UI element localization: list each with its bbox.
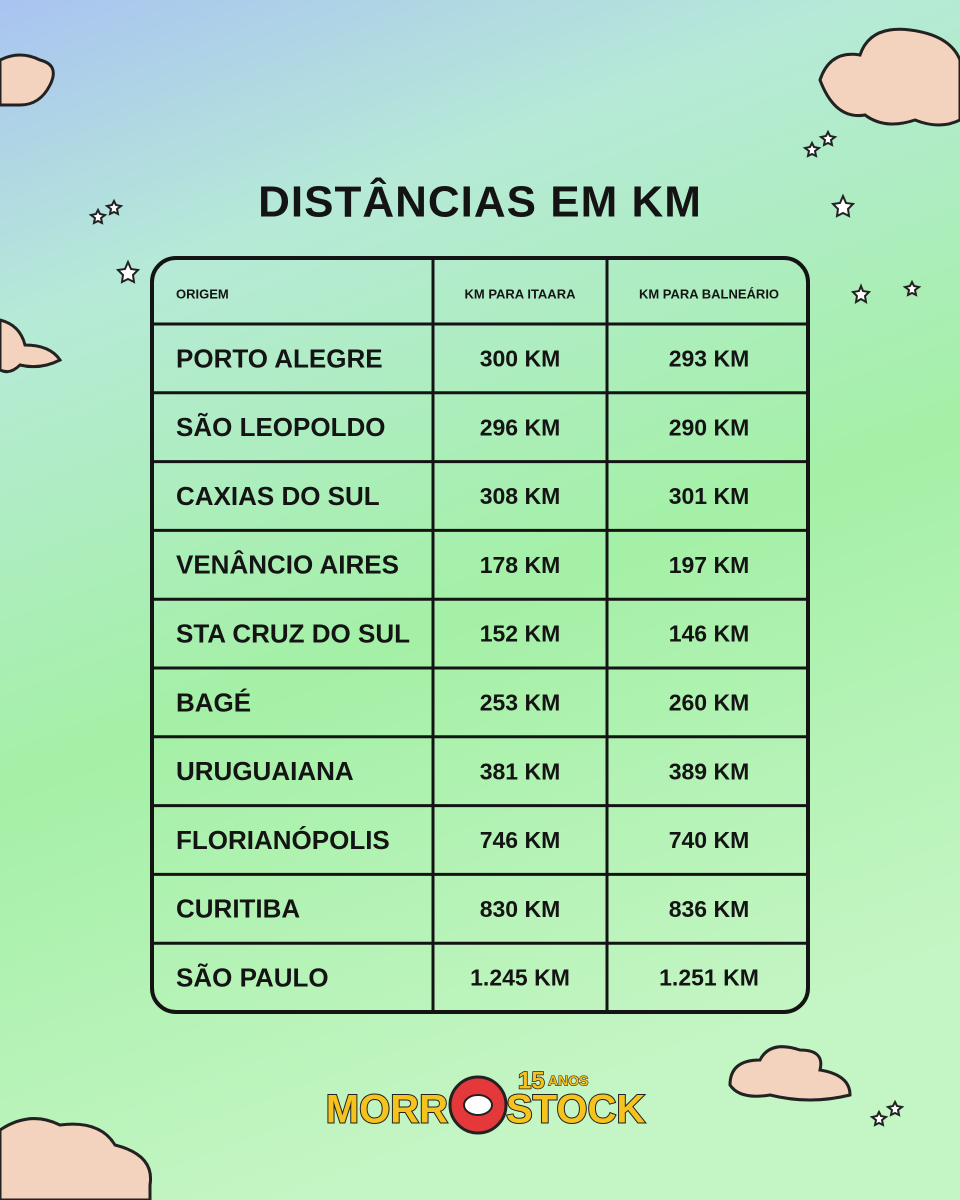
logo-left: MORR (326, 1088, 448, 1132)
distance: 260 KM (669, 689, 750, 715)
city-name: CAXIAS DO SUL (176, 481, 380, 511)
logo-number: 15 (518, 1067, 545, 1094)
city-name: BAGÉ (176, 687, 251, 717)
column-header: KM PARA ITAARA (465, 286, 577, 301)
city-name: SÃO LEOPOLDO (176, 412, 385, 442)
city-name: URUGUAIANA (176, 756, 354, 786)
city-name: FLORIANÓPOLIS (176, 825, 390, 855)
distance: 152 KM (480, 621, 561, 647)
distance: 1.245 KM (470, 965, 570, 991)
logo-suffix: ANOS (548, 1073, 588, 1089)
decorations (0, 27, 960, 1200)
column-header: KM PARA BALNEÁRIO (639, 286, 779, 301)
city-name: PORTO ALEGRE (176, 343, 383, 373)
distance: 389 KM (669, 758, 750, 784)
distance: 296 KM (480, 414, 561, 440)
city-name: CURITIBA (176, 894, 300, 924)
logo: MORR STOCK 15 ANOS (325, 1067, 646, 1135)
distance: 308 KM (480, 483, 561, 509)
table-body: ORIGEM KM PARA ITAARA KM PARA BALNEÁRIO POR… (152, 286, 808, 992)
city-name: VENÂNCIO AIRES (176, 550, 399, 580)
distance: 301 KM (669, 483, 750, 509)
distance: 197 KM (669, 552, 750, 578)
distance: 178 KM (480, 552, 561, 578)
distance: 300 KM (480, 345, 561, 371)
distance: 830 KM (480, 896, 561, 922)
distance: 381 KM (480, 758, 561, 784)
city-name: SÃO PAULO (176, 962, 329, 992)
distance: 253 KM (480, 689, 561, 715)
column-header: ORIGEM (176, 286, 229, 301)
distance: 1.251 KM (659, 965, 759, 991)
distance: 746 KM (480, 827, 561, 853)
distance: 836 KM (669, 896, 750, 922)
distance: 290 KM (669, 414, 750, 440)
distance: 146 KM (669, 621, 750, 647)
table-frame (150, 256, 810, 1014)
distance: 293 KM (669, 345, 750, 371)
city-name: STA CRUZ DO SUL (176, 618, 410, 648)
distance: 740 KM (669, 827, 750, 853)
title: DISTÂNCIAS EM KM (258, 177, 702, 227)
logo-right: STOCK (506, 1088, 645, 1132)
